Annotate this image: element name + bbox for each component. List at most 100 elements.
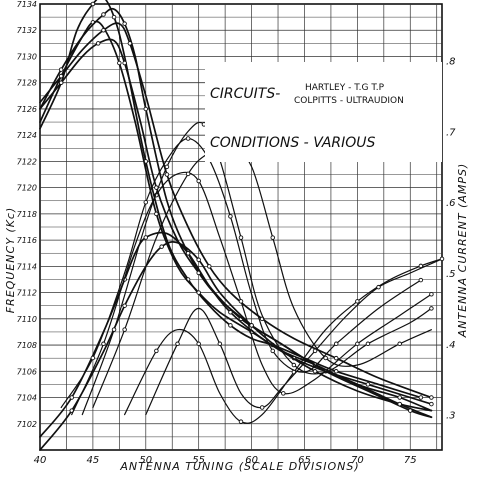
current-series-point bbox=[185, 171, 191, 177]
frequency-series-line-4 bbox=[39, 38, 433, 419]
frequency-series-point bbox=[69, 395, 74, 400]
y-tick-label: 7108 bbox=[17, 341, 37, 350]
frequency-series-point bbox=[143, 106, 149, 112]
current-series-point bbox=[111, 327, 117, 332]
current-series-point bbox=[397, 341, 402, 347]
tick-labels: 40 45 50 55 60 65 70 75 7102 7104 7106 7108 7110 7112… bbox=[17, 0, 457, 466]
frequency-series-point bbox=[101, 27, 106, 33]
frequency-series-point bbox=[58, 80, 64, 85]
current-series-point bbox=[376, 284, 381, 290]
frequency-series-point bbox=[95, 41, 101, 46]
frequency-series-point bbox=[154, 211, 159, 217]
frequency-series-point bbox=[185, 250, 191, 256]
current-series-point bbox=[196, 341, 201, 347]
x-tick-label: 70 bbox=[351, 455, 364, 466]
frequency-series-point bbox=[58, 67, 64, 72]
x-tick-label: 60 bbox=[245, 455, 258, 466]
frequency-series-point bbox=[127, 41, 133, 46]
frequency-series-point bbox=[117, 60, 122, 66]
series-group bbox=[39, 0, 445, 451]
y2-tick-label: .8 bbox=[446, 57, 456, 68]
y2-tick-label: .5 bbox=[446, 269, 456, 280]
current-series-point bbox=[281, 391, 286, 396]
frequency-series-point bbox=[249, 323, 254, 328]
y2-tick-label: .3 bbox=[446, 411, 456, 422]
annotation-background bbox=[205, 62, 442, 162]
current-series-point bbox=[101, 341, 106, 347]
frequency-series-point bbox=[58, 73, 64, 79]
current-series-point bbox=[175, 341, 180, 347]
y-tick-label: 7114 bbox=[17, 262, 37, 271]
frequency-series-point bbox=[228, 323, 233, 328]
current-series-point bbox=[312, 348, 318, 354]
y2-tick-label: .4 bbox=[446, 340, 456, 351]
y-axis-label: FREQUENCY (Kc) bbox=[4, 207, 17, 314]
current-series-point bbox=[429, 306, 434, 311]
frequency-series-point bbox=[397, 395, 402, 400]
current-series-point bbox=[185, 136, 191, 141]
current-series-point bbox=[154, 348, 159, 354]
current-series-point bbox=[238, 235, 244, 240]
frequency-series-point bbox=[143, 235, 149, 240]
x-axis-label: ANTENNA TUNING (SCALE DIVISIONS) bbox=[119, 460, 359, 473]
frequency-series-line-6 bbox=[39, 231, 433, 438]
current-series-line-1 bbox=[60, 137, 422, 409]
x-tick-label: 40 bbox=[34, 455, 47, 466]
frequency-series-point bbox=[101, 12, 106, 17]
y-tick-label: 7132 bbox=[17, 26, 37, 35]
y2-axis-label: ANTENNA CURRENT (AMPS) bbox=[456, 163, 469, 339]
current-series-line-3 bbox=[81, 121, 432, 416]
y-tick-label: 7128 bbox=[17, 79, 37, 88]
frequency-series-point bbox=[418, 395, 424, 400]
y-tick-label: 7126 bbox=[17, 105, 37, 114]
frequency-series-point bbox=[196, 290, 201, 295]
y-tick-label: 7120 bbox=[17, 184, 37, 193]
x-tick-label: 55 bbox=[192, 455, 205, 466]
x-tick-label: 50 bbox=[139, 455, 152, 466]
y2-tick-label: .6 bbox=[446, 198, 456, 209]
y-tick-label: 7130 bbox=[17, 52, 37, 61]
current-series-point bbox=[355, 341, 360, 347]
y-tick-label: 7124 bbox=[17, 131, 37, 140]
x-tick-label: 75 bbox=[404, 455, 417, 466]
y-tick-label: 7104 bbox=[17, 394, 37, 403]
frequency-series-point bbox=[333, 355, 339, 361]
current-series-point bbox=[439, 256, 445, 262]
frequency-series-point bbox=[408, 408, 413, 413]
current-series-line-4 bbox=[92, 144, 432, 409]
frequency-series-point bbox=[333, 369, 339, 374]
x-tick-label: 45 bbox=[87, 455, 100, 466]
frequency-series-point bbox=[196, 257, 201, 263]
current-series-line-5 bbox=[124, 258, 443, 424]
frequency-series-point bbox=[111, 14, 117, 20]
current-series-point bbox=[122, 327, 127, 332]
current-series-point bbox=[323, 355, 328, 361]
frequency-series-point bbox=[207, 264, 212, 269]
current-series-point bbox=[228, 214, 233, 219]
frequency-series-point bbox=[365, 382, 371, 387]
y2-tick-label: .7 bbox=[446, 127, 456, 138]
current-series-point bbox=[90, 355, 96, 361]
y-tick-label: 7122 bbox=[17, 157, 37, 166]
y-tick-label: 7116 bbox=[17, 236, 37, 245]
current-series-point bbox=[238, 299, 244, 304]
annotation-hartley: HARTLEY - T.G T.P bbox=[305, 83, 385, 93]
current-series-line-2 bbox=[71, 171, 432, 416]
y-tick-label: 7134 bbox=[17, 0, 37, 9]
current-series-point bbox=[291, 362, 297, 368]
y-tick-label: 7118 bbox=[17, 210, 37, 219]
frequency-series-point bbox=[164, 172, 170, 177]
current-series-point bbox=[429, 292, 434, 297]
current-series-point bbox=[270, 235, 275, 240]
frequency-series-point bbox=[429, 395, 434, 400]
annotation-colpitts: COLPITTS - ULTRAUDION bbox=[294, 96, 404, 106]
current-series-point bbox=[143, 199, 149, 205]
current-series-point bbox=[365, 341, 371, 347]
y-tick-label: 7112 bbox=[17, 289, 37, 298]
current-series-point bbox=[418, 277, 424, 283]
frequency-series-point bbox=[429, 401, 434, 407]
current-series-point bbox=[355, 299, 360, 304]
annotation-circuits: CIRCUITS- bbox=[210, 86, 280, 102]
x-tick-label: 65 bbox=[298, 455, 311, 466]
